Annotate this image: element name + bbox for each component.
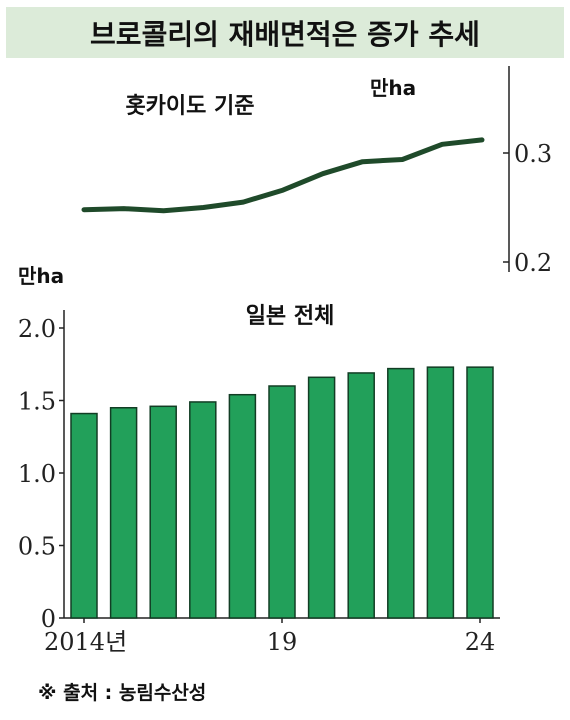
bar-chart-x-tick-label: 24 — [465, 628, 496, 656]
bar-chart-title: 일본 전체 — [246, 304, 335, 329]
line-series — [81, 137, 485, 214]
bar-2017 — [189, 401, 217, 619]
bar-2018 — [228, 393, 257, 619]
bar-chart-y-tick-label: 0 — [41, 605, 56, 633]
bar-2021 — [347, 372, 375, 619]
line-chart-unit: 만ha — [370, 76, 416, 100]
bar-chart-y-tick-label: 1.0 — [18, 460, 56, 488]
source-note: ※ 출처 : 농림수산성 — [38, 682, 207, 704]
bar-2020 — [307, 376, 336, 619]
bar-chart-x-tick-label: 19 — [267, 628, 298, 656]
bar-2016 — [149, 405, 177, 619]
bar-2022 — [387, 367, 415, 619]
line-chart: 홋카이도 기준 만ha 0.2 0.3 — [81, 66, 552, 277]
bar-chart-y-tick-label: 0.5 — [18, 533, 56, 561]
line-chart-y-tick-label: 0.2 — [514, 249, 552, 277]
line-chart-y-tick-label: 0.3 — [514, 140, 552, 168]
bar-2023 — [426, 366, 455, 619]
bar-chart-y-tick-label: 1.5 — [18, 388, 56, 416]
bar-2019 — [268, 385, 296, 619]
bar-2015 — [109, 407, 138, 619]
bar-chart-unit: 만ha — [18, 264, 64, 288]
title-bar: 브로콜리의 재배면적은 증가 추세 — [6, 7, 564, 58]
bar-chart-y-tick-label: 2.0 — [18, 315, 56, 343]
line-chart-title: 홋카이도 기준 — [125, 94, 254, 119]
bar-chart-x-tick-label: 2014년 — [44, 628, 127, 656]
chart-title: 브로콜리의 재배면적은 증가 추세 — [90, 17, 480, 51]
bar-2014 — [70, 412, 98, 619]
bar-chart: 만ha 일본 전체 0 0.5 1.0 1.5 2.0 2014년 19 24 — [18, 264, 500, 656]
bar-2024 — [466, 366, 494, 619]
